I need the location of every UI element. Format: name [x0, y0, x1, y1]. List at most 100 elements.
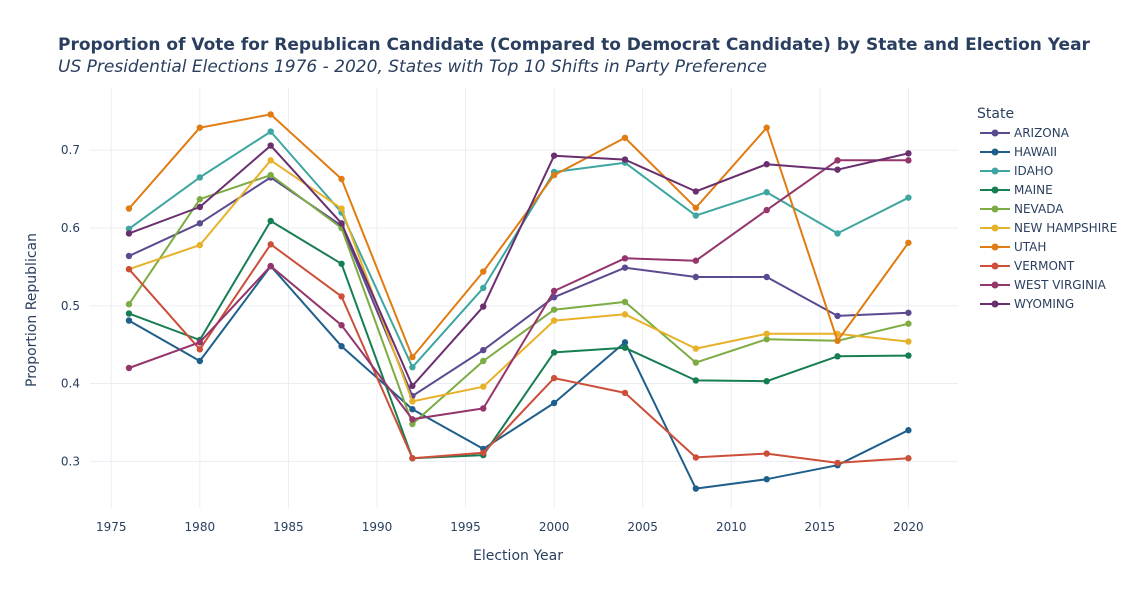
series-vermont: [125, 241, 912, 467]
legend-label: VERMONT: [1014, 259, 1075, 273]
x-tick-label: 2015: [805, 520, 836, 534]
data-point: [905, 455, 912, 462]
data-point: [621, 311, 629, 318]
data-point: [905, 157, 912, 164]
series-wyoming: [125, 142, 912, 390]
data-point: [905, 352, 912, 359]
legend-label: ARIZONA: [1014, 126, 1070, 140]
legend-item[interactable]: MAINE: [980, 183, 1053, 197]
legend-swatch-marker: [991, 186, 999, 194]
data-point: [196, 241, 204, 249]
legend-item[interactable]: ARIZONA: [980, 126, 1070, 140]
data-point: [550, 306, 558, 313]
data-point: [692, 212, 700, 219]
data-point: [267, 241, 274, 248]
data-point: [763, 161, 770, 168]
legend: State ARIZONA HAWAII IDAHO MAINE NEVADA NEW H…: [977, 106, 1117, 311]
y-tick-label: 0.5: [61, 299, 80, 313]
y-tick-label: 0.7: [61, 143, 80, 157]
data-point: [692, 273, 700, 281]
data-point: [409, 416, 416, 423]
data-point: [550, 294, 558, 301]
series-line: [128, 220, 909, 460]
data-point: [196, 346, 204, 353]
data-point: [338, 205, 345, 212]
legend-swatch-marker: [991, 300, 999, 308]
data-point: [409, 364, 416, 371]
data-point: [550, 171, 558, 179]
data-point: [409, 382, 416, 390]
series-west-virginia: [125, 157, 912, 423]
legend-item[interactable]: HAWAII: [980, 145, 1057, 159]
legend-item[interactable]: WYOMING: [980, 297, 1074, 311]
data-point: [692, 377, 700, 384]
series-line: [128, 174, 909, 425]
legend-item[interactable]: NEVADA: [980, 202, 1064, 216]
data-point: [905, 338, 912, 345]
data-point: [338, 343, 345, 350]
data-point: [267, 217, 274, 225]
legend-swatch-marker: [991, 281, 999, 289]
data-point: [834, 230, 841, 237]
data-point: [480, 346, 487, 354]
legend-label: WYOMING: [1014, 297, 1074, 311]
series-layer: [125, 111, 912, 492]
series-line: [128, 159, 909, 421]
data-point: [905, 427, 912, 434]
data-point: [196, 220, 204, 227]
data-point: [621, 298, 629, 306]
data-point: [267, 111, 274, 118]
data-point: [692, 485, 700, 492]
data-point: [550, 287, 558, 295]
data-point: [834, 337, 841, 344]
data-point: [338, 220, 345, 227]
x-tick-label: 1990: [362, 520, 393, 534]
data-point: [621, 339, 629, 346]
data-point: [763, 476, 770, 483]
legend-swatch-marker: [991, 243, 999, 251]
legend-item[interactable]: NEW HAMPSHIRE: [980, 221, 1117, 235]
data-point: [125, 266, 133, 273]
data-point: [905, 309, 912, 316]
legend-label: IDAHO: [1014, 164, 1053, 178]
data-point: [480, 284, 487, 292]
y-tick-label: 0.4: [61, 377, 80, 391]
data-point: [480, 357, 487, 365]
series-line: [128, 243, 909, 464]
legend-label: UTAH: [1014, 240, 1046, 254]
chart-subtitle: US Presidential Elections 1976 - 2020, S…: [58, 57, 767, 77]
x-tick-label: 2010: [716, 520, 747, 534]
x-tick-label: 2000: [539, 520, 570, 534]
legend-item[interactable]: UTAH: [980, 240, 1046, 254]
y-tick-label: 0.3: [61, 454, 80, 468]
data-point: [621, 156, 629, 163]
data-point: [125, 317, 133, 324]
legend-item[interactable]: WEST VIRGINIA: [980, 278, 1107, 292]
x-axis-title: Election Year: [473, 548, 563, 564]
data-point: [550, 374, 558, 382]
data-point: [409, 398, 416, 405]
data-point: [196, 357, 204, 365]
legend-label: NEW HAMPSHIRE: [1014, 221, 1117, 235]
data-point: [125, 225, 133, 232]
legend-item[interactable]: VERMONT: [980, 259, 1075, 273]
data-point: [763, 206, 770, 214]
gridlines: [90, 88, 958, 508]
data-point: [480, 268, 487, 275]
legend-item[interactable]: IDAHO: [980, 164, 1053, 178]
data-point: [550, 152, 558, 159]
data-point: [550, 317, 558, 324]
data-point: [834, 353, 841, 360]
legend-swatch-marker: [991, 167, 999, 175]
data-point: [125, 301, 133, 308]
x-tick-label: 1985: [273, 520, 304, 534]
chart-title: Proportion of Vote for Republican Candid…: [58, 35, 1091, 55]
data-point: [550, 399, 558, 407]
data-point: [338, 293, 345, 300]
data-point: [763, 124, 770, 131]
data-point: [763, 378, 770, 385]
data-point: [480, 303, 487, 310]
data-point: [621, 134, 629, 141]
series-utah: [125, 111, 912, 361]
data-point: [834, 166, 841, 173]
